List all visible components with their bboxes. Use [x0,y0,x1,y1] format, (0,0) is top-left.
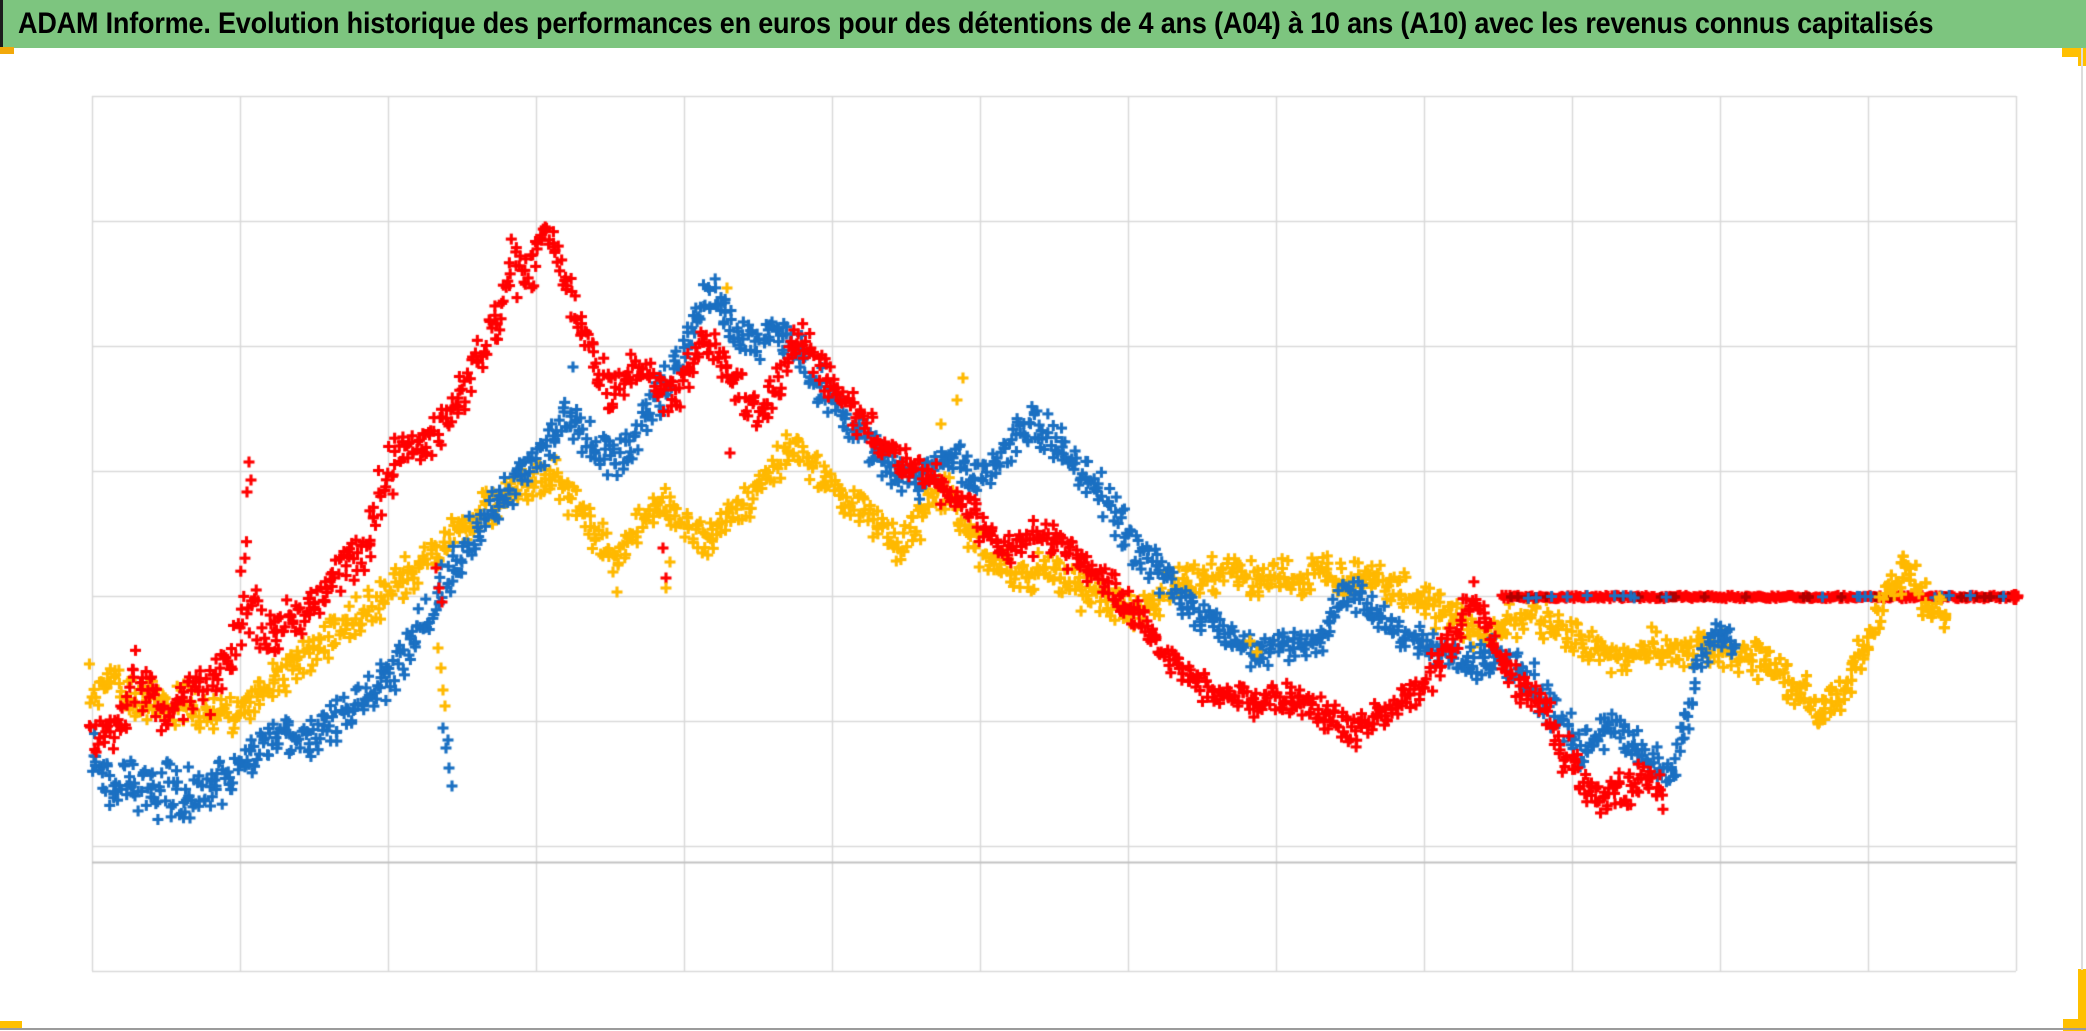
title-bar-left-edge [0,0,3,48]
corner-accent-top-right-h [2062,48,2086,57]
chart-frame-right-line [2081,48,2083,970]
title-bar: ADAM Informe. Evolution historique des p… [0,0,2086,48]
page-bottom-line [0,1028,2086,1030]
corner-accent-top-left [0,47,14,54]
corner-accent-bottom-right-v [2078,969,2086,1031]
page-title: ADAM Informe. Evolution historique des p… [18,7,1934,40]
corner-accent-bottom-left [0,1021,22,1028]
